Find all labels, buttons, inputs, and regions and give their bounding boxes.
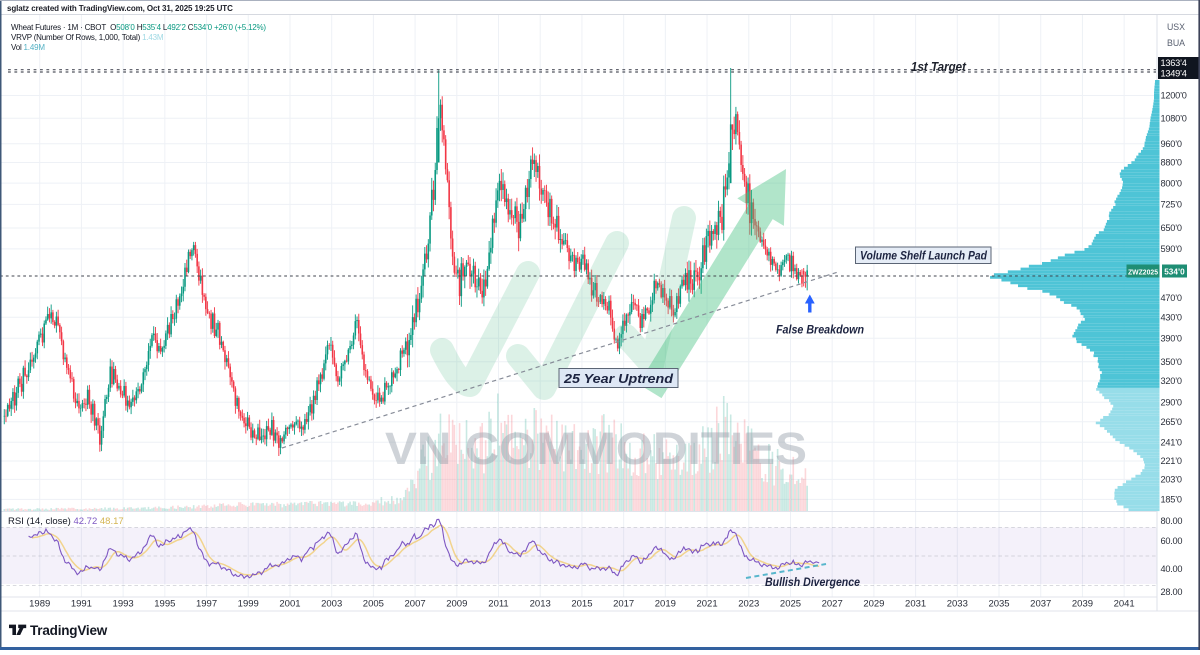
svg-text:880’0: 880’0 bbox=[1161, 158, 1182, 168]
svg-text:2005: 2005 bbox=[363, 599, 384, 610]
svg-text:2029: 2029 bbox=[863, 599, 884, 610]
svg-text:1080’0: 1080’0 bbox=[1161, 114, 1187, 124]
svg-text:1999: 1999 bbox=[238, 599, 259, 610]
svg-text:534’0: 534’0 bbox=[1164, 268, 1185, 277]
svg-text:Vol 1.49M: Vol 1.49M bbox=[11, 43, 45, 52]
svg-text:60.00: 60.00 bbox=[1161, 536, 1183, 546]
svg-text:430’0: 430’0 bbox=[1161, 312, 1182, 322]
svg-text:241’0: 241’0 bbox=[1161, 437, 1182, 447]
svg-text:265’0: 265’0 bbox=[1161, 417, 1182, 427]
svg-text:USX: USX bbox=[1167, 22, 1185, 32]
svg-text:350’0: 350’0 bbox=[1161, 357, 1182, 367]
svg-text:290’0: 290’0 bbox=[1161, 398, 1182, 408]
svg-text:BUA: BUA bbox=[1167, 38, 1185, 48]
svg-text:221’0: 221’0 bbox=[1161, 456, 1182, 466]
svg-text:1995: 1995 bbox=[154, 599, 175, 610]
svg-text:False Breakdown: False Breakdown bbox=[776, 323, 864, 337]
svg-text:VN COMMODITIES: VN COMMODITIES bbox=[385, 423, 807, 474]
svg-text:ZWZ2025: ZWZ2025 bbox=[1128, 267, 1158, 276]
svg-text:2025: 2025 bbox=[780, 599, 801, 610]
svg-text:2017: 2017 bbox=[613, 599, 634, 610]
svg-text:40.00: 40.00 bbox=[1161, 564, 1183, 574]
svg-text:2039: 2039 bbox=[1072, 599, 1093, 610]
svg-text:2041: 2041 bbox=[1114, 599, 1135, 610]
svg-text:2031: 2031 bbox=[905, 599, 926, 610]
svg-text:2015: 2015 bbox=[571, 599, 592, 610]
svg-text:sglatz created with TradingVie: sglatz created with TradingView.com, Oct… bbox=[7, 4, 233, 13]
svg-text:1993: 1993 bbox=[113, 599, 134, 610]
svg-text:2019: 2019 bbox=[655, 599, 676, 610]
svg-text:185’0: 185’0 bbox=[1161, 495, 1182, 505]
svg-text:2037: 2037 bbox=[1030, 599, 1051, 610]
svg-text:Volume Shelf Launch Pad: Volume Shelf Launch Pad bbox=[860, 249, 988, 263]
svg-text:800’0: 800’0 bbox=[1161, 178, 1182, 188]
svg-text:2035: 2035 bbox=[988, 599, 1009, 610]
svg-text:80.00: 80.00 bbox=[1161, 516, 1183, 526]
svg-text:590’0: 590’0 bbox=[1161, 244, 1182, 254]
svg-text:1989: 1989 bbox=[29, 599, 50, 610]
svg-text:2001: 2001 bbox=[279, 599, 300, 610]
svg-text:650’0: 650’0 bbox=[1161, 223, 1182, 233]
svg-text:2023: 2023 bbox=[738, 599, 759, 610]
svg-text:1363’4: 1363’4 bbox=[1161, 58, 1187, 68]
svg-text:1997: 1997 bbox=[196, 599, 217, 610]
svg-text:2033: 2033 bbox=[947, 599, 968, 610]
svg-text:203’0: 203’0 bbox=[1161, 475, 1182, 485]
svg-text:2013: 2013 bbox=[530, 599, 551, 610]
svg-text:Wheat Futures · 1M · CBOT O50: Wheat Futures · 1M · CBOT O508’0 H535’4 … bbox=[11, 23, 266, 32]
svg-text:25 Year Uptrend: 25 Year Uptrend bbox=[563, 371, 674, 386]
svg-text:VRVP (Number Of Rows, 1,000, T: VRVP (Number Of Rows, 1,000, Total) 1.43… bbox=[11, 33, 164, 42]
svg-text:Bullish Divergence: Bullish Divergence bbox=[765, 575, 860, 589]
svg-text:2021: 2021 bbox=[696, 599, 717, 610]
svg-text:725’0: 725’0 bbox=[1161, 200, 1182, 210]
svg-text:390’0: 390’0 bbox=[1161, 334, 1182, 344]
svg-text:2009: 2009 bbox=[446, 599, 467, 610]
svg-text:1st Target: 1st Target bbox=[911, 59, 967, 74]
svg-text:1991: 1991 bbox=[71, 599, 92, 610]
svg-text:1200’0: 1200’0 bbox=[1161, 91, 1187, 101]
svg-text:2007: 2007 bbox=[405, 599, 426, 610]
svg-text:RSI (14, close) 42.72 48.17: RSI (14, close) 42.72 48.17 bbox=[8, 516, 124, 527]
svg-text:960’0: 960’0 bbox=[1161, 139, 1182, 149]
svg-text:TradingView: TradingView bbox=[30, 623, 108, 638]
svg-text:28.00: 28.00 bbox=[1161, 587, 1183, 597]
svg-text:2027: 2027 bbox=[822, 599, 843, 610]
svg-text:470’0: 470’0 bbox=[1161, 293, 1182, 303]
svg-text:2003: 2003 bbox=[321, 599, 342, 610]
svg-text:320’0: 320’0 bbox=[1161, 376, 1182, 386]
svg-text:1349’4: 1349’4 bbox=[1161, 69, 1187, 79]
svg-text:2011: 2011 bbox=[488, 599, 508, 610]
